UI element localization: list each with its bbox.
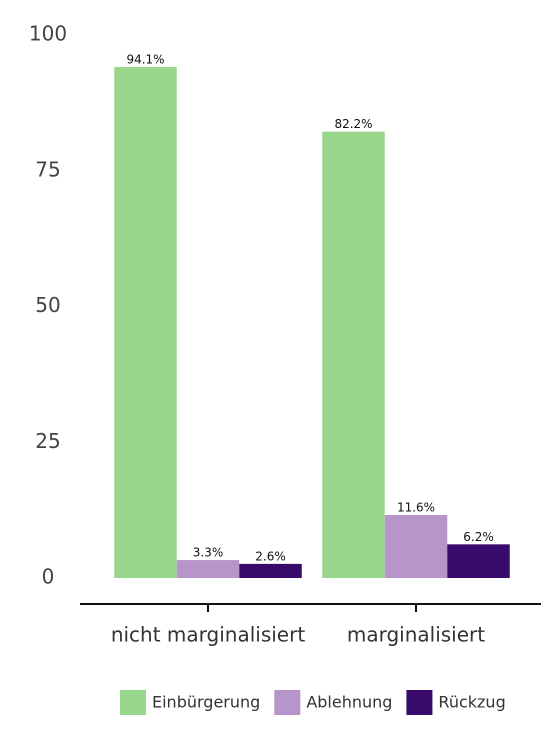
y-tick-label: 0 bbox=[42, 565, 55, 589]
x-tick-label: marginalisiert bbox=[347, 623, 485, 647]
legend-label: Rückzug bbox=[438, 693, 505, 712]
bar bbox=[447, 544, 510, 578]
legend-swatch bbox=[274, 690, 301, 715]
y-tick-label: 100 bbox=[29, 22, 67, 46]
bar bbox=[384, 515, 448, 578]
y-tick-label: 75 bbox=[35, 157, 60, 181]
value-label: 3.3% bbox=[193, 546, 224, 560]
y-tick-label: 50 bbox=[35, 293, 60, 317]
y-tick-label: 25 bbox=[35, 429, 60, 453]
bar bbox=[322, 131, 385, 579]
bar bbox=[114, 67, 177, 579]
legend-label: Ablehnung bbox=[306, 693, 392, 712]
value-label: 11.6% bbox=[397, 501, 435, 515]
legend-swatch bbox=[406, 690, 433, 715]
x-tick-label: nicht marginalisiert bbox=[111, 623, 306, 647]
value-label: 94.1% bbox=[126, 53, 164, 67]
legend-swatch bbox=[120, 690, 146, 715]
bar bbox=[239, 563, 302, 578]
value-label: 2.6% bbox=[255, 549, 286, 563]
legend-label: Einbürgerung bbox=[152, 693, 260, 712]
value-label: 82.2% bbox=[334, 117, 372, 131]
value-label: 6.2% bbox=[463, 530, 494, 544]
bar bbox=[176, 560, 240, 578]
